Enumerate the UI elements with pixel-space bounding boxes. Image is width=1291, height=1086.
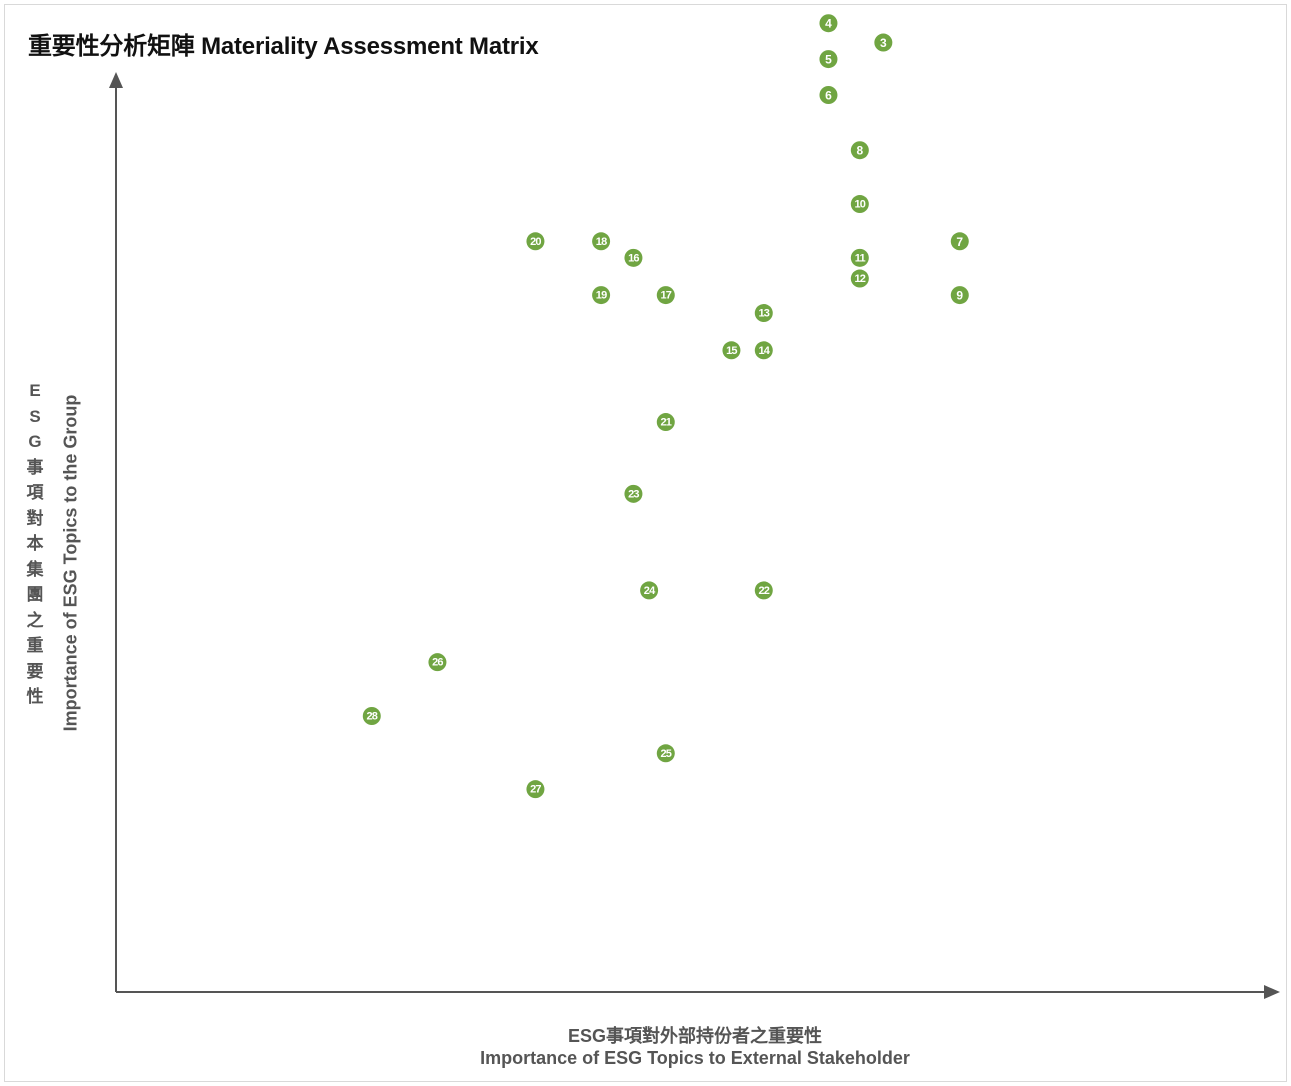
chart-frame [4,4,1287,1082]
data-point-label: 27 [530,784,541,796]
data-point-12: 12 [850,269,869,288]
data-point-3: 3 [874,33,893,52]
data-point-25: 25 [656,744,675,763]
data-point-label: 20 [530,236,541,248]
data-point-marker [526,780,545,799]
data-point-marker [362,707,381,725]
data-point-label: 18 [596,236,607,248]
points-layer: 1234567891011121314151617181920212223242… [362,14,969,799]
data-point-label: 9 [956,289,963,303]
y-axis-label-en: Importance of ESG Topics to the Group [60,394,81,732]
data-point-label: 15 [726,345,737,357]
data-point-marker [850,248,869,267]
data-point-10: 10 [850,195,869,214]
data-point-17: 17 [656,286,675,305]
x-axis [116,985,1280,999]
data-point-marker [754,581,773,600]
data-point-28: 28 [362,707,381,725]
data-point-label: 26 [432,657,443,669]
data-point-marker [656,744,675,763]
data-point-label: 23 [628,488,639,500]
data-point-label: 17 [660,290,671,302]
data-point-18: 18 [592,232,611,251]
data-point-marker [819,14,838,33]
data-point-20: 20 [526,232,545,251]
data-point-label: 3 [880,36,887,50]
y-axis [109,72,123,992]
data-point-27: 27 [526,780,545,799]
y-axis-label-cn: ESG事項對本集團之重要性 [26,381,44,706]
data-point-label: 19 [596,290,607,302]
data-point-7: 7 [950,232,969,251]
data-point-marker [592,286,611,305]
data-point-marker [850,269,869,288]
data-point-marker [526,232,545,251]
data-point-21: 21 [656,413,675,432]
data-point-label: 6 [825,89,832,103]
data-point-marker [950,286,969,305]
x-axis-arrow-icon [1264,985,1280,999]
data-point-label: 14 [758,345,770,357]
data-point-label: 16 [628,252,639,264]
data-point-marker [428,653,447,672]
data-point-marker [850,195,869,214]
data-point-label: 4 [825,17,832,31]
data-point-11: 11 [850,248,869,267]
data-point-4: 4 [819,14,838,33]
data-point-label: 28 [366,711,377,723]
data-point-label: 11 [855,252,866,264]
x-axis-label-cn: ESG事項對外部持份者之重要性 [567,1026,822,1046]
data-point-22: 22 [754,581,773,600]
data-point-label: 12 [854,273,865,285]
data-point-23: 23 [624,484,643,503]
data-point-marker [754,341,773,360]
data-point-15: 15 [722,341,741,360]
data-point-19: 19 [592,286,611,305]
data-point-marker [819,50,838,69]
x-axis-label-en: Importance of ESG Topics to External Sta… [480,1048,910,1068]
data-point-marker [950,232,969,251]
chart-title: 重要性分析矩陣 Materiality Assessment Matrix [28,33,539,60]
data-point-label: 8 [856,144,863,158]
data-point-label: 21 [660,417,671,429]
data-point-marker [624,484,643,503]
data-point-label: 13 [758,308,769,320]
data-point-marker [754,304,773,323]
data-point-26: 26 [428,653,447,672]
data-point-label: 24 [644,585,656,597]
data-point-marker [850,141,869,160]
data-point-marker [592,232,611,251]
y-axis-label-en-wrap: Importance of ESG Topics to the Group [58,370,84,756]
data-point-label: 5 [825,53,832,67]
data-point-6: 6 [819,86,838,104]
data-point-label: 22 [758,585,769,597]
data-point-marker [874,33,893,52]
data-point-14: 14 [754,341,773,360]
data-point-marker [819,86,838,104]
data-point-marker [624,248,643,267]
data-point-marker [656,286,675,305]
y-axis-arrow-icon [109,72,123,88]
data-point-9: 9 [950,286,969,305]
data-point-marker [656,413,675,432]
data-point-5: 5 [819,50,838,69]
data-point-13: 13 [754,304,773,323]
data-point-16: 16 [624,248,643,267]
data-point-marker [640,581,659,600]
data-point-label: 7 [956,235,963,249]
data-point-8: 8 [850,141,869,160]
data-point-label: 25 [660,748,671,760]
data-point-label: 10 [854,199,865,211]
data-point-marker [722,341,741,360]
data-point-24: 24 [640,581,659,600]
